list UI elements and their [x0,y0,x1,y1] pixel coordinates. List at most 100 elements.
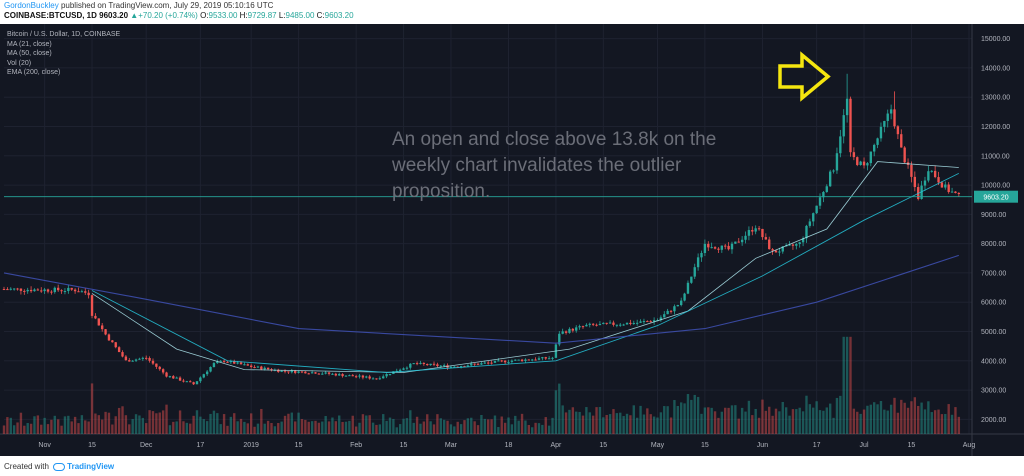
volume-bar [730,405,734,434]
candle-body [104,329,107,335]
candle-body [398,369,402,371]
candle-body [659,317,663,321]
volume-bar [554,390,558,434]
candle-body [324,372,327,374]
footer-created: Created with TradingView [4,462,114,471]
volume-bar [930,412,933,434]
candle-body [510,360,514,362]
volume-bar [571,407,575,434]
legend-ema200[interactable]: EMA (200, close) [7,69,61,76]
volume-bar [588,412,591,434]
x-tick-label: Mar [445,442,458,449]
volume-bar [845,336,849,434]
volume-bar [676,406,679,434]
candle-body [591,323,595,325]
candle-body [703,243,707,253]
candle-body [236,362,239,364]
volume-bar [429,421,432,434]
candle-body [43,289,46,292]
candle-body [338,374,341,376]
candle-body [12,288,16,290]
candle-body [585,324,588,327]
volume-bar [168,425,172,434]
candle-body [300,371,304,373]
volume-bar [937,409,940,434]
candle-body [578,326,581,328]
volume-bar [696,396,700,434]
x-tick-label: Apr [550,442,562,449]
candle-body [361,375,365,378]
volume-bar [354,426,358,434]
candle-body [432,363,436,365]
volume-bar [94,413,97,434]
candle-body [280,370,283,372]
volume-bar [233,413,236,434]
price-chart[interactable]: 9603.20 2000.00 3000.00 4000.00 5000.00 6000.… [0,24,1024,456]
candle-body [90,295,94,316]
y-tick-label: 2000.00 [981,417,1006,424]
candle-body [564,331,568,333]
candle-body [94,315,97,319]
volume-bar [547,425,551,434]
candle-body [602,322,605,324]
volume-bar [544,417,547,434]
candle-body [710,247,713,249]
candle-body [547,358,551,360]
y-tick-label: 5000.00 [981,329,1006,336]
legend-ma50[interactable]: MA (50, close) [7,50,52,57]
candle-body [388,373,392,375]
candle-body [246,364,249,366]
volume-bar [487,419,490,434]
candle-body [266,367,270,370]
volume-bar [575,411,578,434]
volume-bar [466,418,470,434]
candle-body [304,371,307,374]
volume-bar [879,400,883,434]
tradingview-brand[interactable]: TradingView [67,462,115,471]
candle-body [608,322,612,324]
volume-bar [815,401,818,434]
candle-body [493,360,497,363]
volume-bar [189,423,192,434]
volume-bar [382,414,385,434]
candle-body [561,331,564,334]
candle-body [175,377,178,379]
volume-bar [527,425,531,434]
candle-body [910,164,913,177]
legend-ma21[interactable]: MA (21, close) [7,40,52,48]
chart-pane[interactable]: 9603.20 2000.00 3000.00 4000.00 5000.00 6000.… [0,24,1024,456]
volume-bar [158,412,161,434]
volume-bar [46,424,50,434]
candle-body [192,382,195,385]
y-tick-label: 13000.00 [981,95,1010,102]
candle-body [781,246,784,252]
candle-body [2,289,6,291]
candle-body [314,372,317,374]
volume-bar [304,419,307,434]
volume-bar [737,418,740,434]
candle-body [791,244,795,246]
candle-body [737,241,740,243]
x-tick-label: 2019 [243,442,259,449]
volume-bar [172,421,175,434]
candle-body [212,363,216,368]
volume-bar [124,415,128,434]
candle-body [720,245,724,250]
candle-body [419,362,422,364]
candle-body [497,360,500,362]
volume-bar [317,422,321,434]
legend-vol[interactable]: Vol (20) [7,59,32,67]
candle-body [466,365,470,367]
candle-body [33,289,36,292]
candle-body [310,372,314,374]
volume-bar [361,414,365,434]
candle-body [588,323,591,325]
candle-body [801,238,805,243]
candle-body [534,359,537,361]
volume-bar [581,415,585,434]
last-price: 9603.20 [99,11,129,20]
candle-body [101,325,104,330]
volume-bar [114,416,117,434]
author-link[interactable]: GordonBuckley [4,1,59,10]
volume-bar [635,417,639,434]
